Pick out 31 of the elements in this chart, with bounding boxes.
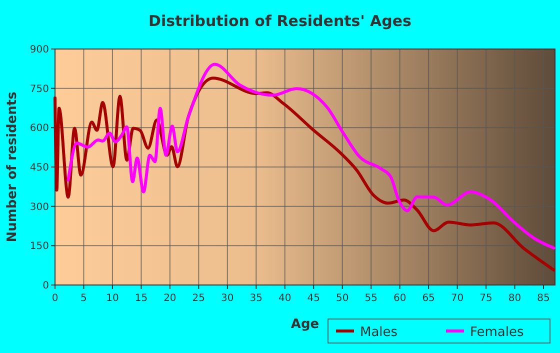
x-tick-label: 30 (221, 293, 234, 304)
legend-label: Females (470, 325, 524, 340)
y-tick-label: 750 (30, 84, 49, 95)
x-tick-label: 45 (307, 293, 320, 304)
x-tick-label: 40 (278, 293, 292, 304)
x-tick-label: 60 (393, 293, 406, 304)
y-axis-title: Number of residents (5, 91, 20, 242)
x-tick-label: 5 (80, 293, 87, 304)
legend-label: Males (360, 325, 398, 340)
x-tick-label: 15 (134, 293, 148, 304)
x-tick-label: 75 (480, 293, 492, 304)
y-tick-label: 600 (30, 123, 49, 134)
x-tick-label: 10 (106, 293, 119, 304)
x-tick-label: 80 (508, 293, 522, 304)
line-series (66, 62, 556, 250)
x-tick-label: 35 (250, 293, 263, 304)
chart-title: Distribution of Residents' Ages (148, 12, 412, 30)
x-tick-label: 50 (336, 293, 349, 304)
x-tick-label: 0 (52, 293, 58, 304)
y-tick-label: 900 (30, 44, 49, 56)
x-tick-label: 70 (450, 293, 464, 304)
y-tick-label: 150 (30, 241, 49, 252)
x-tick-label: 85 (537, 293, 550, 304)
y-tick-label: 0 (42, 280, 49, 292)
y-tick-label: 300 (30, 202, 49, 213)
x-tick-label: 55 (364, 293, 378, 304)
x-tick-label: 65 (422, 293, 435, 304)
x-tick-label: 25 (192, 293, 206, 304)
y-tick-label: 450 (30, 162, 49, 174)
x-axis-title: Age (290, 317, 320, 332)
x-tick-label: 20 (164, 293, 176, 304)
